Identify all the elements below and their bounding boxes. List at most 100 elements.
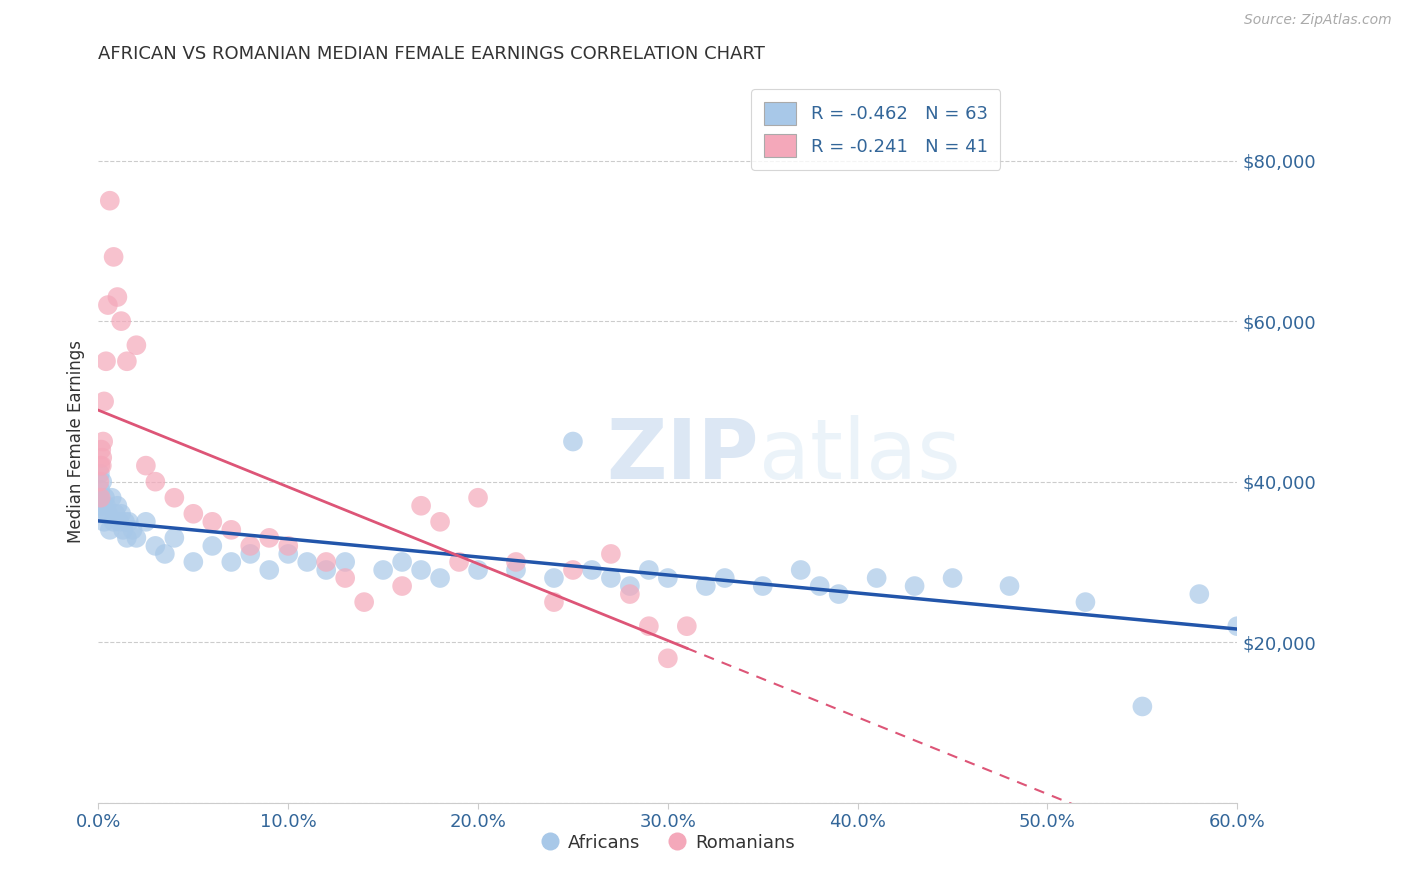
Point (505, 563, 527, 577)
Point (163, 531, 186, 545)
Point (619, 587, 641, 601)
Point (107, 499, 129, 513)
Point (335, 571, 357, 585)
Point (183, 555, 205, 569)
Point (505, 555, 527, 569)
Point (277, 539, 299, 553)
Point (93, 515, 115, 529)
Point (714, 571, 737, 585)
Point (391, 579, 413, 593)
Point (201, 515, 224, 529)
Point (221, 523, 243, 537)
Point (581, 563, 603, 577)
Point (135, 515, 157, 529)
Point (90, 491, 112, 505)
Point (145, 475, 167, 489)
Point (103, 250, 125, 264)
Point (108, 515, 131, 529)
Point (259, 563, 281, 577)
Point (97, 507, 120, 521)
Point (353, 595, 375, 609)
Point (790, 563, 813, 577)
Point (259, 531, 281, 545)
Point (89, 467, 111, 481)
Point (411, 499, 433, 513)
Point (315, 555, 337, 569)
Point (121, 523, 143, 537)
Point (103, 515, 125, 529)
Point (277, 547, 299, 561)
Point (904, 579, 927, 593)
Point (467, 563, 489, 577)
Text: Source: ZipAtlas.com: Source: ZipAtlas.com (1244, 13, 1392, 28)
Point (543, 595, 565, 609)
Point (600, 547, 623, 561)
Point (619, 579, 641, 593)
Point (866, 571, 889, 585)
Point (125, 338, 148, 352)
Point (998, 579, 1021, 593)
Point (543, 571, 565, 585)
Point (89, 483, 111, 497)
Point (107, 290, 129, 304)
Point (100, 491, 122, 505)
Point (91, 450, 114, 465)
Point (447, 555, 470, 569)
Point (676, 619, 699, 633)
Point (1226, 619, 1249, 633)
Point (657, 571, 679, 585)
Point (115, 531, 138, 545)
Point (94, 354, 117, 368)
Point (183, 507, 205, 521)
Point (638, 563, 661, 577)
Point (808, 579, 831, 593)
Point (600, 571, 623, 585)
Point (91, 434, 114, 449)
Point (411, 563, 433, 577)
Point (90, 458, 112, 473)
Point (94, 499, 117, 513)
Point (114, 515, 136, 529)
Point (110, 314, 132, 328)
Y-axis label: Median Female Earnings: Median Female Earnings (66, 340, 84, 543)
Point (391, 555, 413, 569)
Point (695, 579, 717, 593)
Point (429, 571, 451, 585)
Legend: Africans, Romanians: Africans, Romanians (534, 826, 801, 859)
Point (752, 579, 775, 593)
Point (91, 475, 114, 489)
Point (94, 491, 117, 505)
Point (118, 515, 141, 529)
Text: ZIP: ZIP (606, 416, 759, 497)
Point (201, 539, 224, 553)
Point (89, 475, 111, 489)
Point (90, 442, 112, 457)
Point (371, 563, 394, 577)
Point (89, 491, 111, 505)
Point (1188, 587, 1211, 601)
Point (562, 434, 585, 449)
Point (97, 298, 120, 312)
Point (562, 563, 585, 577)
Point (90, 499, 112, 513)
Point (297, 555, 319, 569)
Point (335, 555, 357, 569)
Point (467, 491, 489, 505)
Point (125, 531, 148, 545)
Point (657, 651, 679, 665)
Point (93, 394, 115, 409)
Point (1074, 595, 1097, 609)
Point (1132, 699, 1154, 714)
Point (942, 571, 965, 585)
Point (110, 507, 132, 521)
Point (638, 619, 661, 633)
Point (145, 539, 167, 553)
Point (163, 491, 186, 505)
Point (153, 547, 176, 561)
Point (104, 507, 127, 521)
Point (115, 354, 138, 368)
Point (828, 587, 851, 601)
Point (98, 523, 121, 537)
Point (315, 563, 337, 577)
Point (239, 539, 262, 553)
